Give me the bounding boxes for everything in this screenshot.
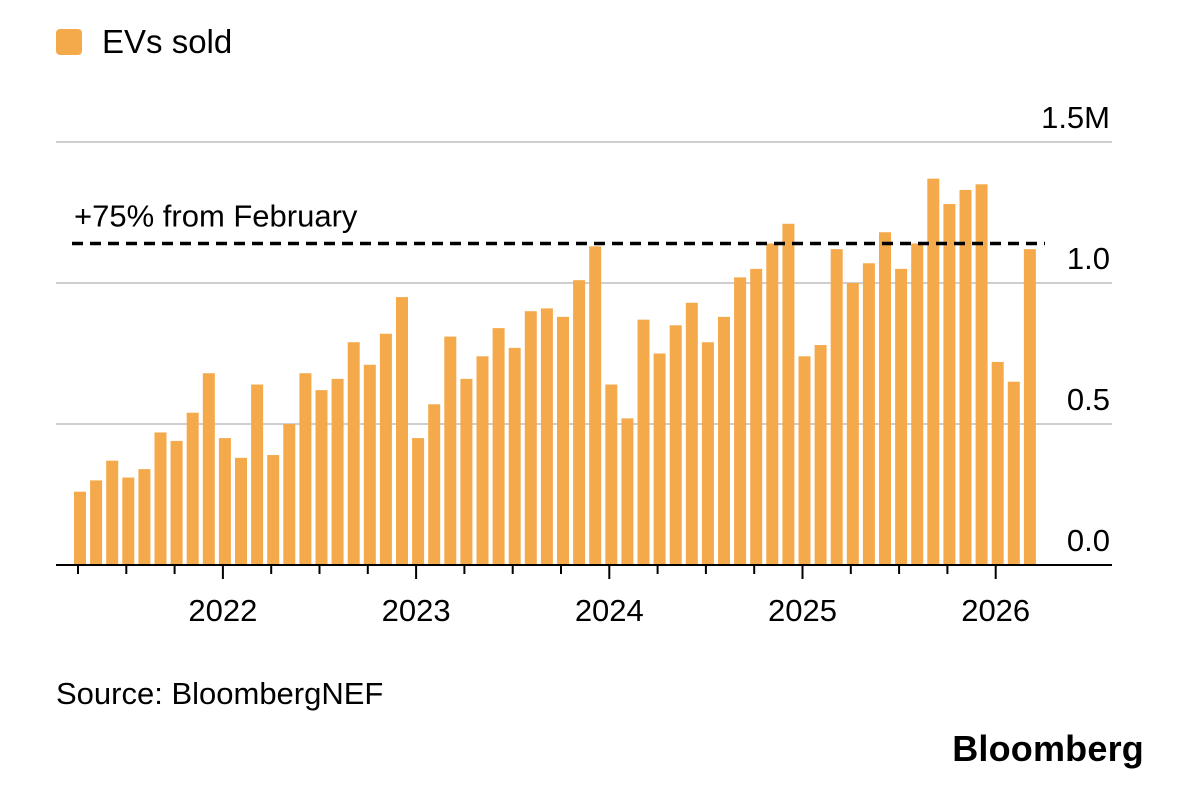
reference-annotation: +75% from February — [74, 199, 358, 234]
bars — [74, 178, 1036, 566]
bar — [170, 440, 183, 565]
y-tick-label: 0.0 — [1067, 523, 1110, 558]
bar — [573, 280, 586, 565]
x-tick-label: 2026 — [961, 593, 1030, 628]
bar — [299, 373, 312, 565]
legend-label: EVs sold — [102, 23, 233, 60]
bar — [846, 283, 859, 565]
bar — [734, 277, 747, 565]
bar — [186, 412, 199, 565]
bar — [766, 243, 779, 565]
x-tick-label: 2022 — [188, 593, 257, 628]
bar — [363, 364, 376, 565]
bar — [750, 268, 763, 565]
bar — [830, 249, 843, 565]
bar — [669, 325, 682, 565]
bar — [589, 246, 602, 565]
bar — [718, 316, 730, 565]
bar — [814, 345, 827, 565]
brand-logo: Bloomberg — [952, 728, 1144, 769]
bar — [218, 438, 231, 565]
bar — [315, 390, 328, 565]
bar — [379, 333, 392, 565]
bar — [331, 378, 344, 565]
bar — [959, 189, 972, 565]
bar — [911, 243, 924, 565]
bar — [428, 404, 441, 565]
bar — [508, 347, 521, 565]
bar — [396, 297, 408, 565]
x-tick-labels: 2022 2023 2024 2025 2026 — [188, 593, 1030, 628]
bar — [251, 384, 264, 565]
legend-swatch — [56, 29, 82, 55]
source-note: Source: BloombergNEF — [56, 676, 384, 711]
x-tick-label: 2023 — [382, 593, 451, 628]
bar — [267, 455, 280, 565]
bar — [782, 223, 795, 565]
bar — [476, 356, 489, 565]
bar — [943, 204, 956, 566]
x-axis — [56, 564, 1112, 579]
bar — [283, 424, 296, 565]
bar — [138, 469, 151, 565]
y-tick-label: 1.0 — [1067, 241, 1110, 276]
bar — [685, 302, 698, 565]
bar — [927, 178, 940, 565]
bar — [540, 308, 553, 565]
y-tick-label: 1.5M — [1041, 100, 1110, 135]
y-tick-labels: 0.0 0.5 1.0 1.5M — [1041, 100, 1110, 558]
x-tick-label: 2024 — [575, 593, 644, 628]
bar — [74, 491, 86, 565]
bar — [347, 342, 360, 565]
bar — [202, 373, 215, 565]
bar — [862, 263, 875, 565]
bar — [798, 356, 811, 565]
legend: EVs sold — [56, 20, 232, 64]
bar — [895, 268, 908, 565]
bar — [524, 311, 537, 565]
bar — [444, 336, 457, 565]
bar — [106, 460, 119, 565]
bar — [90, 480, 103, 565]
bar — [653, 353, 666, 565]
bar — [701, 342, 714, 565]
bar — [975, 184, 988, 566]
bar — [621, 418, 634, 565]
y-tick-label: 0.5 — [1067, 382, 1110, 417]
bar — [1007, 381, 1020, 565]
bar — [412, 438, 425, 565]
bar — [122, 477, 135, 565]
bar — [991, 361, 1004, 565]
bar — [879, 232, 891, 566]
bar — [557, 316, 569, 565]
x-tick-label: 2025 — [768, 593, 837, 628]
bar — [154, 432, 167, 565]
bar — [235, 457, 247, 565]
bar — [1023, 249, 1036, 565]
reference-line-group: +75% from February — [72, 199, 1045, 246]
bar — [492, 328, 505, 565]
bar — [460, 378, 473, 565]
bar — [637, 319, 650, 565]
bar — [605, 384, 618, 565]
